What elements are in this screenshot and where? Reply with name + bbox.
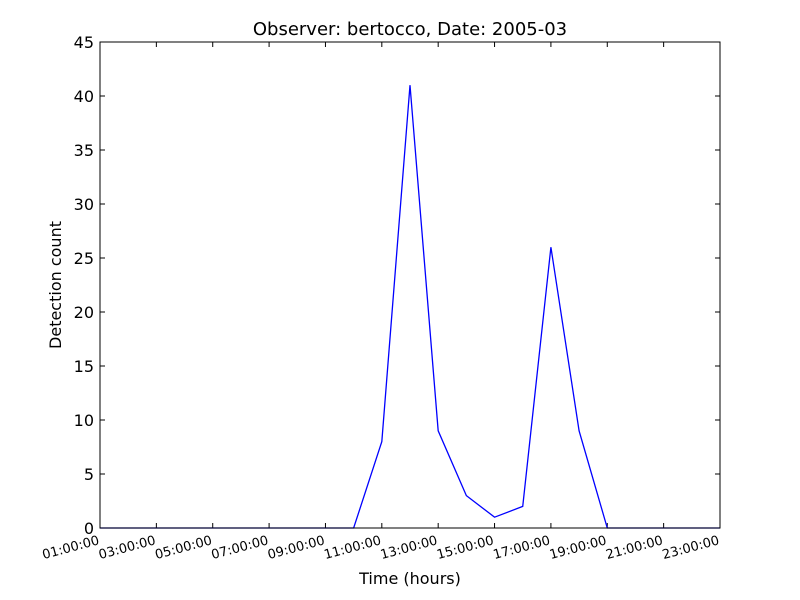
x-tick-label: 05:00:00	[153, 533, 213, 563]
series-layer	[100, 85, 720, 529]
y-tick-label: 25	[74, 249, 94, 268]
series-line	[100, 85, 720, 529]
x-tick-label: 15:00:00	[435, 533, 495, 563]
y-tick-label: 45	[74, 33, 94, 52]
x-tick-label: 11:00:00	[323, 533, 383, 563]
y-tick-label: 10	[74, 411, 94, 430]
x-tick-label: 13:00:00	[379, 533, 439, 563]
x-tick-label: 01:00:00	[41, 533, 101, 563]
y-tick-label: 20	[74, 303, 94, 322]
plot-frame	[99, 41, 721, 529]
y-tick-label: 40	[74, 87, 94, 106]
x-tick-label: 21:00:00	[604, 533, 664, 563]
x-tick-label: 17:00:00	[492, 533, 552, 563]
x-tick-label: 03:00:00	[97, 533, 157, 563]
ticks-layer: 0 5 10 15 20 25 30 35 40 45 01:00:0003:00:0005:00:…	[41, 33, 721, 563]
chart-title: Observer: bertocco, Date: 2005-03	[253, 19, 567, 40]
x-tick-label: 19:00:00	[548, 533, 608, 563]
y-tick-label: 0	[84, 519, 94, 538]
y-tick-label: 15	[74, 357, 94, 376]
x-tick-label: 09:00:00	[266, 533, 326, 563]
y-tick-label: 5	[84, 465, 94, 484]
x-axis-label: Time (hours)	[358, 569, 461, 588]
x-tick-label: 07:00:00	[210, 533, 270, 563]
y-axis-label: Detection count	[46, 221, 65, 349]
y-tick-label: 30	[74, 195, 94, 214]
y-tick-label: 35	[74, 141, 94, 160]
x-tick-label: 23:00:00	[661, 533, 721, 563]
